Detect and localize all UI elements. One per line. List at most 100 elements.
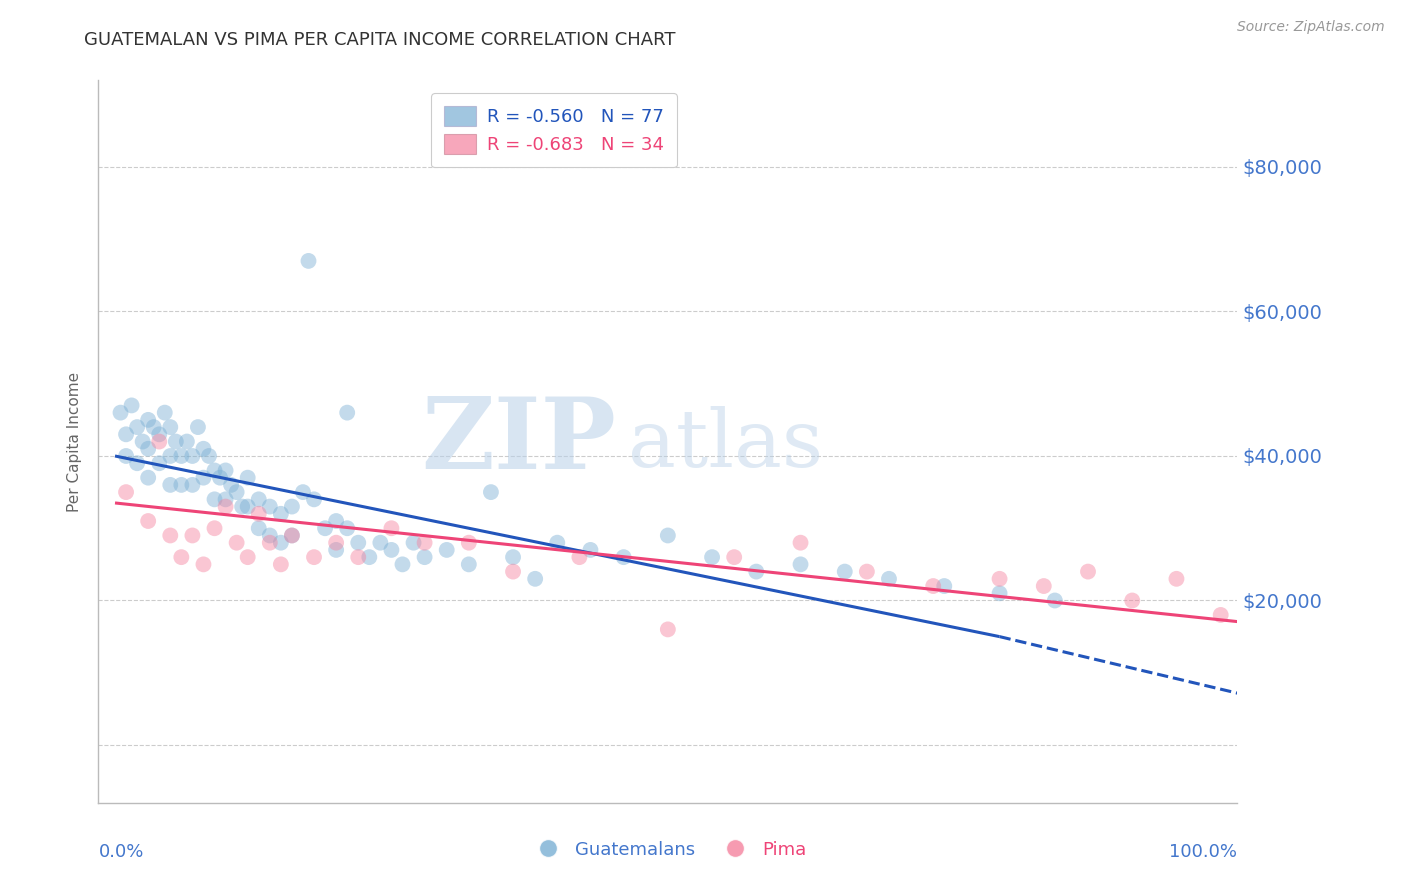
Point xyxy=(723,550,745,565)
Point xyxy=(1209,607,1232,622)
Point xyxy=(214,500,236,514)
Text: 100.0%: 100.0% xyxy=(1170,843,1237,861)
Point xyxy=(479,485,502,500)
Point xyxy=(336,406,359,420)
Point xyxy=(181,449,204,463)
Point xyxy=(524,572,547,586)
Point xyxy=(314,521,336,535)
Point xyxy=(131,434,153,449)
Point xyxy=(142,420,165,434)
Point xyxy=(281,500,304,514)
Point xyxy=(136,442,159,456)
Point xyxy=(148,427,170,442)
Point xyxy=(225,535,247,549)
Point xyxy=(214,492,236,507)
Point xyxy=(347,550,370,565)
Point xyxy=(934,579,956,593)
Point xyxy=(193,470,215,484)
Point xyxy=(110,406,132,420)
Point xyxy=(281,528,304,542)
Point xyxy=(170,478,193,492)
Point xyxy=(877,572,900,586)
Point xyxy=(789,535,811,549)
Point xyxy=(170,449,193,463)
Point xyxy=(297,253,319,268)
Text: GUATEMALAN VS PIMA PER CAPITA INCOME CORRELATION CHART: GUATEMALAN VS PIMA PER CAPITA INCOME COR… xyxy=(84,31,676,49)
Point xyxy=(988,586,1011,600)
Point xyxy=(1077,565,1099,579)
Point xyxy=(193,442,215,456)
Point xyxy=(204,463,226,477)
Point xyxy=(204,521,226,535)
Point xyxy=(270,507,292,521)
Point xyxy=(745,565,768,579)
Point xyxy=(148,456,170,470)
Point xyxy=(247,521,270,535)
Point xyxy=(436,542,458,557)
Point xyxy=(789,558,811,572)
Text: 0.0%: 0.0% xyxy=(98,843,143,861)
Point xyxy=(281,528,304,542)
Point xyxy=(291,485,314,500)
Point xyxy=(457,535,479,549)
Point xyxy=(236,470,259,484)
Point xyxy=(834,565,856,579)
Point xyxy=(325,535,347,549)
Point xyxy=(165,434,187,449)
Point xyxy=(225,485,247,500)
Point xyxy=(568,550,591,565)
Point xyxy=(270,558,292,572)
Point xyxy=(347,535,370,549)
Point xyxy=(187,420,209,434)
Legend: Guatemalans, Pima: Guatemalans, Pima xyxy=(523,834,813,866)
Point xyxy=(159,420,181,434)
Point xyxy=(457,558,479,572)
Y-axis label: Per Capita Income: Per Capita Income xyxy=(67,371,83,512)
Point xyxy=(115,449,138,463)
Point xyxy=(198,449,221,463)
Point xyxy=(247,492,270,507)
Point xyxy=(159,478,181,492)
Point xyxy=(657,623,679,637)
Point xyxy=(359,550,381,565)
Point xyxy=(193,558,215,572)
Point xyxy=(336,521,359,535)
Point xyxy=(115,485,138,500)
Point xyxy=(136,413,159,427)
Point xyxy=(380,542,402,557)
Point xyxy=(657,528,679,542)
Point xyxy=(209,470,232,484)
Point xyxy=(325,514,347,528)
Point xyxy=(1032,579,1054,593)
Point xyxy=(259,535,281,549)
Point xyxy=(153,406,176,420)
Point xyxy=(391,558,413,572)
Point xyxy=(270,535,292,549)
Point xyxy=(214,463,236,477)
Point xyxy=(579,542,602,557)
Point xyxy=(259,500,281,514)
Point xyxy=(127,420,149,434)
Point xyxy=(546,535,568,549)
Text: Source: ZipAtlas.com: Source: ZipAtlas.com xyxy=(1237,20,1385,34)
Point xyxy=(236,550,259,565)
Text: atlas: atlas xyxy=(628,406,823,484)
Point xyxy=(502,550,524,565)
Text: ZIP: ZIP xyxy=(422,393,617,490)
Point xyxy=(236,500,259,514)
Point xyxy=(302,550,325,565)
Point xyxy=(402,535,425,549)
Point xyxy=(259,528,281,542)
Point xyxy=(613,550,636,565)
Point xyxy=(181,528,204,542)
Point xyxy=(181,478,204,492)
Point xyxy=(988,572,1011,586)
Point xyxy=(413,535,436,549)
Point xyxy=(380,521,402,535)
Point xyxy=(502,565,524,579)
Point xyxy=(413,550,436,565)
Point xyxy=(159,449,181,463)
Point xyxy=(922,579,945,593)
Point xyxy=(121,398,143,412)
Point xyxy=(325,542,347,557)
